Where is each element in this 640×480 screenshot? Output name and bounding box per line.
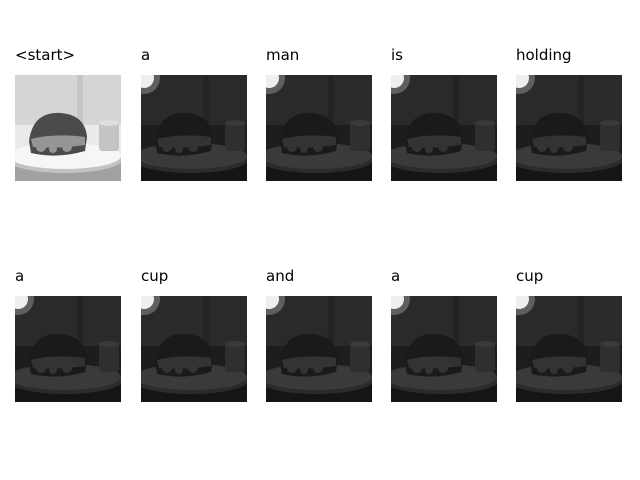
caption-word: a: [391, 267, 401, 285]
caption-word: is: [391, 46, 403, 64]
attention-map-image: [503, 62, 624, 181]
attention-map-image: [503, 283, 624, 402]
caption-word: and: [266, 267, 295, 285]
caption-word: holding: [516, 46, 572, 64]
caption-word: a: [141, 46, 151, 64]
attention-map-image: [7, 75, 123, 181]
caption-word: <start>: [15, 46, 76, 64]
attention-map-image: [128, 62, 249, 181]
attention-map-image: [378, 62, 499, 181]
caption-word: a: [15, 267, 25, 285]
caption-word: cup: [141, 267, 169, 285]
attention-map-image: [253, 62, 374, 181]
attention-map-image: [253, 283, 374, 402]
caption-word: man: [266, 46, 300, 64]
caption-word: cup: [516, 267, 544, 285]
attention-map-image: [378, 283, 499, 402]
attention-map-image: [2, 283, 123, 402]
attention-map-image: [128, 283, 249, 402]
